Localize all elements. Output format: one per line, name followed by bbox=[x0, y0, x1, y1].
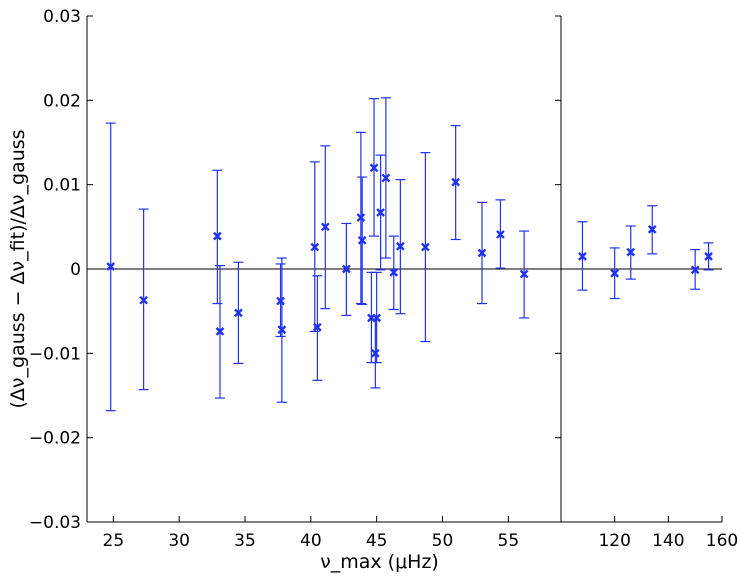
marker-x-stroke bbox=[396, 241, 405, 251]
marker-x-stroke bbox=[381, 173, 391, 183]
data-point bbox=[105, 122, 116, 412]
data-point bbox=[375, 154, 386, 271]
y-tick-label: 0.01 bbox=[43, 176, 81, 196]
data-point bbox=[703, 242, 714, 271]
marker-x-stroke bbox=[376, 208, 385, 217]
marker-x-stroke bbox=[519, 269, 529, 279]
y-tick-label: 0.02 bbox=[43, 91, 81, 111]
marker-x-stroke bbox=[690, 265, 700, 275]
x-tick-label: 160 bbox=[706, 531, 738, 551]
data-point bbox=[214, 265, 225, 399]
x-tick-label: 40 bbox=[300, 531, 322, 551]
marker-x-stroke bbox=[277, 325, 287, 335]
marker-x-stroke bbox=[357, 235, 367, 245]
data-point bbox=[276, 257, 287, 403]
data-point bbox=[388, 235, 399, 311]
marker-x-stroke bbox=[139, 295, 148, 305]
axes-layer: −0.03 −0.02 −0.01 0 0.01 0.02 0.03 25 30 35 40 45 50… bbox=[29, 7, 738, 551]
x-tick-label: 55 bbox=[498, 531, 520, 551]
data-point bbox=[212, 169, 223, 305]
data-point bbox=[647, 205, 658, 255]
data-point bbox=[420, 152, 431, 343]
marker-x-stroke bbox=[421, 242, 430, 252]
data-point bbox=[275, 263, 286, 338]
marker-x-stroke bbox=[342, 264, 351, 274]
y-tick-label: −0.02 bbox=[29, 429, 81, 449]
marker-x-stroke bbox=[215, 327, 225, 336]
data-point bbox=[369, 98, 380, 237]
y-tick-label: −0.01 bbox=[29, 344, 81, 364]
y-axis-label: (Δν_gauss − Δν_fit)/Δν_gauss bbox=[7, 129, 29, 408]
marker-x-stroke bbox=[356, 213, 366, 222]
data-point bbox=[450, 125, 461, 241]
data-point bbox=[233, 261, 244, 365]
data-point bbox=[625, 225, 636, 280]
marker-x-stroke bbox=[626, 247, 636, 257]
data-point bbox=[371, 271, 382, 364]
data-point bbox=[357, 176, 368, 306]
data-point bbox=[690, 249, 701, 290]
marker-x-stroke bbox=[234, 308, 243, 318]
data-point bbox=[138, 208, 149, 391]
marker-x-stroke bbox=[213, 231, 222, 241]
marker-x-stroke bbox=[372, 313, 382, 323]
data-point bbox=[312, 275, 323, 381]
labels-layer: ν_max (μHz) (Δν_gauss − Δν_fit)/Δν_gauss bbox=[7, 129, 439, 573]
marker-x-stroke bbox=[496, 230, 505, 239]
data-point bbox=[395, 179, 406, 315]
x-tick-label: 50 bbox=[432, 531, 454, 551]
data-point bbox=[341, 222, 352, 316]
x-tick-label: 30 bbox=[168, 531, 190, 551]
data-point bbox=[519, 230, 530, 319]
marker-x-stroke bbox=[389, 268, 399, 277]
x-tick-label: 35 bbox=[234, 531, 256, 551]
marks-layer bbox=[105, 97, 714, 412]
data-point bbox=[355, 131, 366, 305]
x-tick-label: 45 bbox=[366, 531, 388, 551]
marker-x-stroke bbox=[106, 262, 116, 271]
marker-x-stroke bbox=[477, 248, 487, 258]
marker-x-stroke bbox=[369, 163, 379, 173]
data-point bbox=[577, 221, 588, 291]
marker-x-stroke bbox=[310, 242, 320, 252]
marker-x-stroke bbox=[371, 348, 380, 358]
x-axis-label: ν_max (μHz) bbox=[320, 551, 439, 573]
x-tick-label: 140 bbox=[652, 531, 684, 551]
marker-x-stroke bbox=[276, 296, 285, 306]
x-tick-label: 120 bbox=[598, 531, 630, 551]
marker-x-stroke bbox=[451, 177, 461, 187]
data-point bbox=[380, 97, 391, 259]
marker-x-stroke bbox=[610, 268, 620, 278]
marker-x-stroke bbox=[578, 252, 587, 261]
x-tick-label: 25 bbox=[103, 531, 125, 551]
data-point bbox=[320, 145, 331, 310]
y-tick-label: 0 bbox=[70, 260, 81, 280]
y-tick-label: 0.03 bbox=[43, 7, 81, 27]
data-point bbox=[495, 199, 506, 269]
data-point bbox=[309, 161, 320, 333]
data-point bbox=[609, 247, 620, 300]
marker-x-stroke bbox=[320, 222, 330, 232]
y-tick-label: −0.03 bbox=[29, 513, 81, 533]
marker-x-stroke bbox=[704, 252, 713, 261]
marker-x-stroke bbox=[313, 322, 322, 332]
data-point bbox=[477, 201, 487, 305]
marker-x-stroke bbox=[647, 225, 657, 234]
